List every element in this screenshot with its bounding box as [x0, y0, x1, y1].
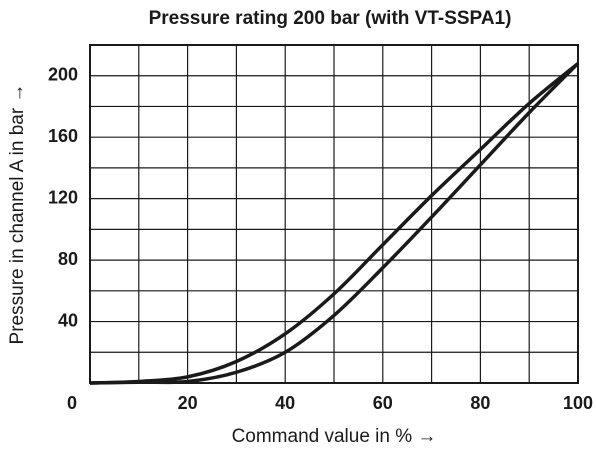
y-tick-label: 40: [58, 310, 78, 330]
line-series: [89, 62, 580, 385]
x-tick-label: 80: [470, 393, 490, 413]
y-tick-label: 160: [48, 126, 78, 146]
y-tick-label: 80: [58, 249, 78, 269]
x-tick-label: 0: [67, 393, 77, 413]
x-tick-label: 100: [563, 393, 593, 413]
y-tick-label: 120: [48, 187, 78, 207]
y-tick-label: 200: [48, 64, 78, 84]
x-tick-label: 60: [373, 393, 393, 413]
x-tick-label: 40: [275, 393, 295, 413]
x-tick-label: 20: [178, 393, 198, 413]
x-axis-label: Command value in % →: [232, 426, 437, 447]
y-axis-label: Pressure in channel A in bar →: [7, 84, 28, 345]
plot-frame: [89, 44, 579, 384]
chart-title: Pressure rating 200 bar (with VT-SSPA1): [149, 8, 512, 29]
line-series: [89, 62, 580, 385]
